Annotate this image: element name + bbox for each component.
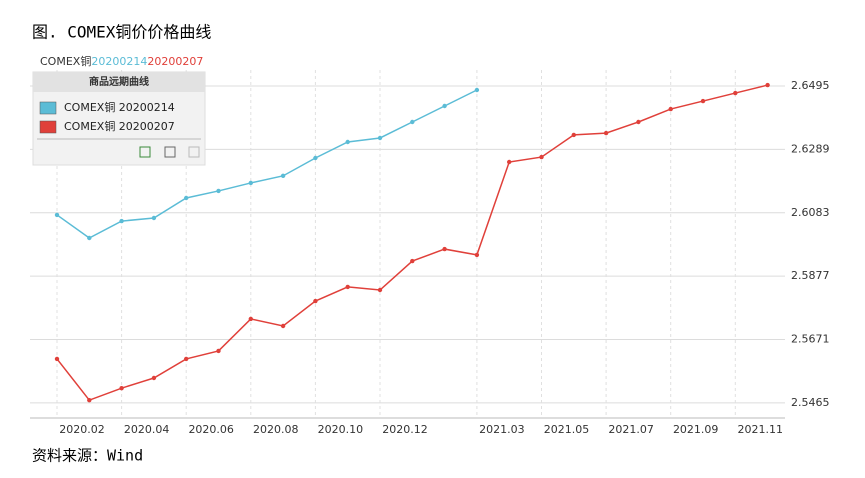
plot (54, 82, 770, 403)
y-tick-label: 2.5671 (791, 333, 830, 346)
header-prefix: COMEX铜 (40, 54, 91, 68)
data-point (410, 119, 415, 125)
data-point (184, 195, 189, 201)
y-tick-label: 2.6289 (791, 142, 830, 155)
legend-label: COMEX铜 20200207 (64, 119, 175, 133)
x-tick-label: 2020.12 (382, 423, 428, 436)
legend-icon[interactable] (139, 146, 151, 158)
legend-swatch (39, 120, 57, 134)
legend: 商品远期曲线 COMEX铜 20200214 COMEX铜 20200207 (32, 71, 206, 166)
legend-header (33, 72, 205, 92)
y-tick-label: 2.6495 (791, 79, 830, 92)
data-point (442, 103, 447, 109)
y-tick-label: 2.5877 (791, 269, 830, 282)
header-date: 20200214 (91, 55, 147, 68)
x-tick-label: 2021.09 (673, 423, 719, 436)
data-point (377, 135, 383, 141)
data-point (119, 218, 124, 224)
data-point (668, 106, 673, 112)
data-point (87, 235, 92, 241)
x-tick-label: 2021.07 (608, 423, 654, 436)
data-point (248, 180, 253, 186)
legend-icon[interactable] (164, 146, 176, 158)
data-point (345, 139, 350, 145)
data-point (216, 188, 221, 194)
data-point (248, 316, 253, 322)
x-tick-label: 2020.10 (318, 423, 364, 436)
data-point (54, 356, 60, 362)
data-point (377, 287, 383, 293)
data-point (54, 212, 60, 218)
legend-icon[interactable] (188, 146, 200, 158)
x-tick-label: 2021.11 (738, 423, 784, 436)
data-point (474, 252, 480, 258)
data-point (280, 173, 286, 179)
data-point (636, 119, 641, 125)
x-tick-label: 2021.05 (544, 423, 590, 436)
data-point (700, 98, 706, 104)
data-point (87, 397, 92, 403)
legend-swatch (39, 101, 57, 115)
data-point (313, 155, 318, 161)
data-point (474, 87, 480, 93)
x-tick-label: 2020.06 (188, 423, 234, 436)
data-point (765, 82, 770, 88)
x-tick-label: 2020.02 (59, 423, 105, 436)
data-point (184, 356, 189, 362)
header-date: 20200207 (147, 55, 203, 68)
data-point (280, 323, 286, 329)
data-point (151, 375, 157, 381)
data-point (603, 130, 609, 136)
source-note: 资料来源：Wind (32, 447, 143, 465)
chart-title: 图. COMEX铜价价格曲线 (32, 23, 211, 42)
data-point (151, 215, 157, 221)
data-point (216, 348, 221, 354)
data-point (571, 132, 576, 138)
data-point (733, 90, 738, 96)
y-tick-label: 2.6083 (791, 206, 830, 219)
x-tick-label: 2020.08 (253, 423, 299, 436)
data-point (539, 154, 544, 160)
x-tick-label: 2020.04 (124, 423, 170, 436)
data-point (507, 159, 512, 165)
legend-label: COMEX铜 20200214 (64, 100, 175, 114)
x-tick-label: 2021.03 (479, 423, 525, 436)
data-point (119, 385, 124, 391)
legend-title: 商品远期曲线 (89, 75, 149, 88)
data-point (313, 298, 318, 304)
series-line (56, 89, 478, 239)
y-tick-label: 2.5465 (791, 396, 830, 409)
data-point (410, 258, 415, 264)
data-point (442, 246, 447, 252)
data-point (345, 284, 350, 290)
header-caption: COMEX铜2020021420200207 (40, 54, 203, 68)
